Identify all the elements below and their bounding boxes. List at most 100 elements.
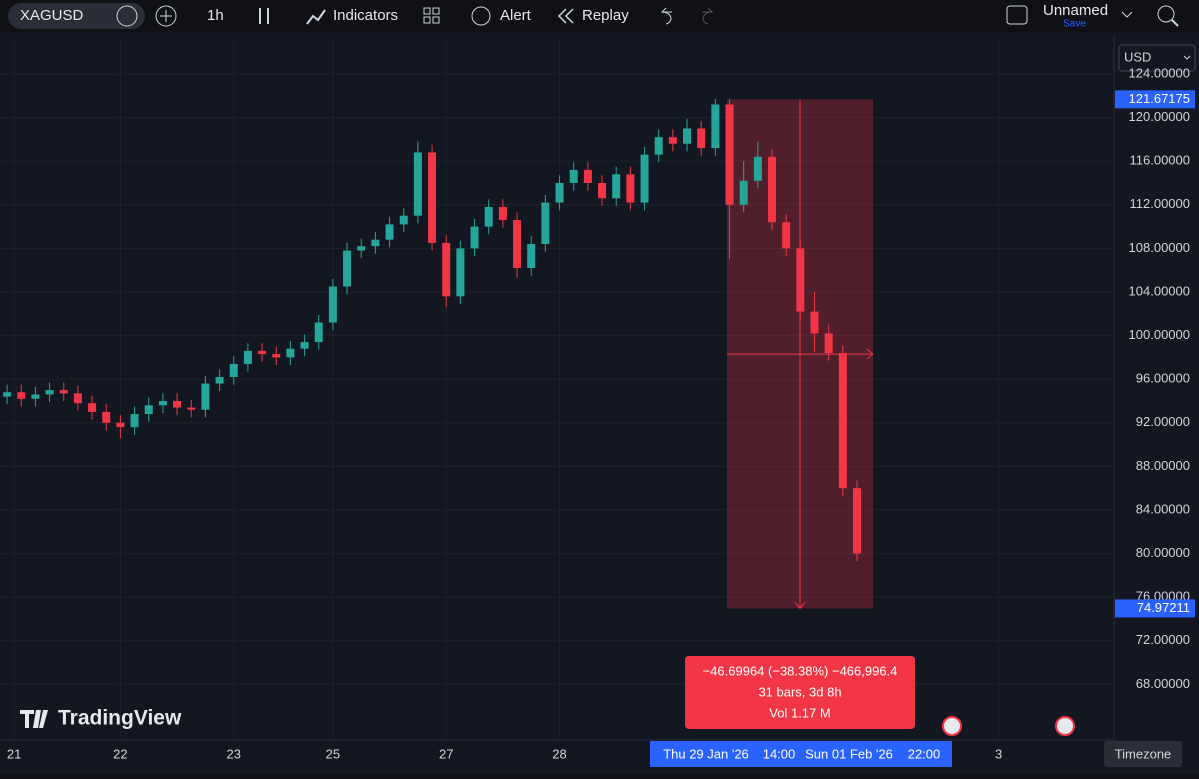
candle-body bbox=[300, 342, 309, 349]
grid bbox=[0, 38, 1112, 740]
logo bbox=[20, 710, 48, 728]
candle-body bbox=[470, 226, 479, 249]
x-tick-label: 23 bbox=[226, 746, 240, 761]
y-tick-label: 120.00000 bbox=[1129, 109, 1190, 124]
event-flag[interactable] bbox=[942, 716, 962, 736]
candle-body bbox=[753, 156, 762, 181]
replay[interactable]: Replay bbox=[582, 7, 629, 24]
candle-body bbox=[173, 400, 182, 408]
dropdown[interactable] bbox=[1121, 11, 1133, 18]
icon bbox=[306, 9, 326, 25]
icon bbox=[432, 7, 440, 15]
alert-icon[interactable] bbox=[471, 6, 491, 26]
candle-body bbox=[31, 394, 40, 399]
x-tick-label: 27 bbox=[439, 746, 453, 761]
y-tick-label: 72.00000 bbox=[1136, 632, 1190, 647]
icon bbox=[1171, 19, 1179, 27]
candle-body bbox=[498, 206, 507, 221]
x-tick-label: 28 bbox=[552, 746, 566, 761]
candle-body bbox=[654, 137, 663, 155]
symbol[interactable]: XAGUSD bbox=[20, 7, 84, 24]
search-icon[interactable] bbox=[1157, 5, 1175, 23]
candle-body bbox=[144, 405, 153, 415]
candle-body bbox=[824, 333, 833, 354]
candle-body bbox=[102, 411, 111, 423]
add-icon[interactable] bbox=[155, 5, 177, 27]
candle-body bbox=[116, 422, 125, 428]
icon[interactable] bbox=[116, 5, 138, 27]
candle-body bbox=[838, 353, 847, 489]
candle-body bbox=[796, 248, 805, 312]
candle-body bbox=[484, 206, 493, 227]
candle-body bbox=[810, 311, 819, 334]
candle-body bbox=[668, 137, 677, 144]
candle-body bbox=[569, 169, 578, 183]
candle-body bbox=[59, 390, 68, 394]
dropdown bbox=[1183, 55, 1191, 60]
icon bbox=[432, 16, 440, 24]
replay-icon[interactable] bbox=[557, 8, 574, 24]
candle-body bbox=[215, 377, 224, 384]
candle-body bbox=[683, 128, 692, 144]
price-tag bbox=[1115, 90, 1195, 109]
candle-body bbox=[711, 104, 720, 149]
indicators[interactable]: Indicators bbox=[333, 7, 398, 24]
price-tag-label: 74.97211 bbox=[1137, 600, 1190, 615]
candle-body bbox=[456, 248, 465, 297]
candle-body bbox=[17, 392, 26, 399]
candle-body bbox=[739, 180, 748, 205]
candle-body bbox=[853, 488, 862, 554]
y-tick-label: 108.00000 bbox=[1129, 240, 1190, 255]
symbol-box[interactable] bbox=[8, 3, 145, 29]
candle-body bbox=[357, 246, 366, 251]
candle-body bbox=[598, 182, 607, 199]
x-tick-label: 22 bbox=[113, 746, 127, 761]
candle-body bbox=[626, 174, 635, 203]
chart-type-icon[interactable] bbox=[259, 8, 269, 24]
interval[interactable]: 1h bbox=[207, 7, 224, 24]
x-tick-label: 21 bbox=[7, 746, 21, 761]
timezone-button[interactable] bbox=[1104, 741, 1182, 767]
measure-info bbox=[685, 656, 915, 729]
time-range-label: 14:00 bbox=[763, 746, 796, 761]
x-tick-label: 3 bbox=[995, 746, 1002, 761]
currency-box[interactable] bbox=[1118, 44, 1196, 72]
candle-body bbox=[385, 224, 394, 240]
y-tick-label: 112.00000 bbox=[1130, 196, 1191, 211]
candle-body bbox=[88, 403, 97, 412]
candle-body bbox=[725, 104, 734, 205]
measure-arrow bbox=[866, 348, 874, 360]
candle-body bbox=[343, 250, 352, 287]
undo[interactable] bbox=[660, 7, 672, 25]
layout-name[interactable]: Unnamed bbox=[1043, 2, 1108, 19]
candle-body bbox=[697, 128, 706, 149]
measure-info-text: 31 bars, 3d 8h bbox=[758, 684, 841, 699]
alert[interactable]: Alert bbox=[500, 7, 532, 24]
icon[interactable] bbox=[423, 7, 431, 15]
candle-body bbox=[640, 154, 649, 203]
time-range-label: 22:00 bbox=[908, 746, 941, 761]
time-range-label: Thu 29 Jan '26 bbox=[663, 746, 749, 761]
redo[interactable] bbox=[702, 7, 714, 25]
layout-icon[interactable] bbox=[1006, 5, 1028, 25]
brand: TradingView bbox=[58, 707, 182, 730]
candle-body bbox=[314, 322, 323, 343]
candle-body bbox=[187, 407, 196, 410]
save[interactable]: Save bbox=[1063, 19, 1086, 30]
measure-info-text: −46.69964 (−38.38%) −466,996.4 bbox=[703, 663, 898, 678]
icon bbox=[423, 16, 431, 24]
candle-body bbox=[541, 202, 550, 245]
candle-body bbox=[555, 182, 564, 203]
candle-body bbox=[371, 239, 380, 247]
currency[interactable]: USD bbox=[1124, 49, 1151, 64]
event-flag[interactable] bbox=[1055, 716, 1075, 736]
axes: 124.00000 120.00000 116.00000 112.00000 108.… bbox=[7, 65, 1195, 767]
candle-body bbox=[782, 222, 791, 249]
candle-body bbox=[45, 390, 54, 395]
x-tick-label: 25 bbox=[326, 746, 340, 761]
y-tick-label: 80.00000 bbox=[1136, 545, 1190, 560]
timezone[interactable]: Timezone bbox=[1115, 746, 1172, 761]
y-tick-label: 124.00000 bbox=[1129, 65, 1190, 80]
